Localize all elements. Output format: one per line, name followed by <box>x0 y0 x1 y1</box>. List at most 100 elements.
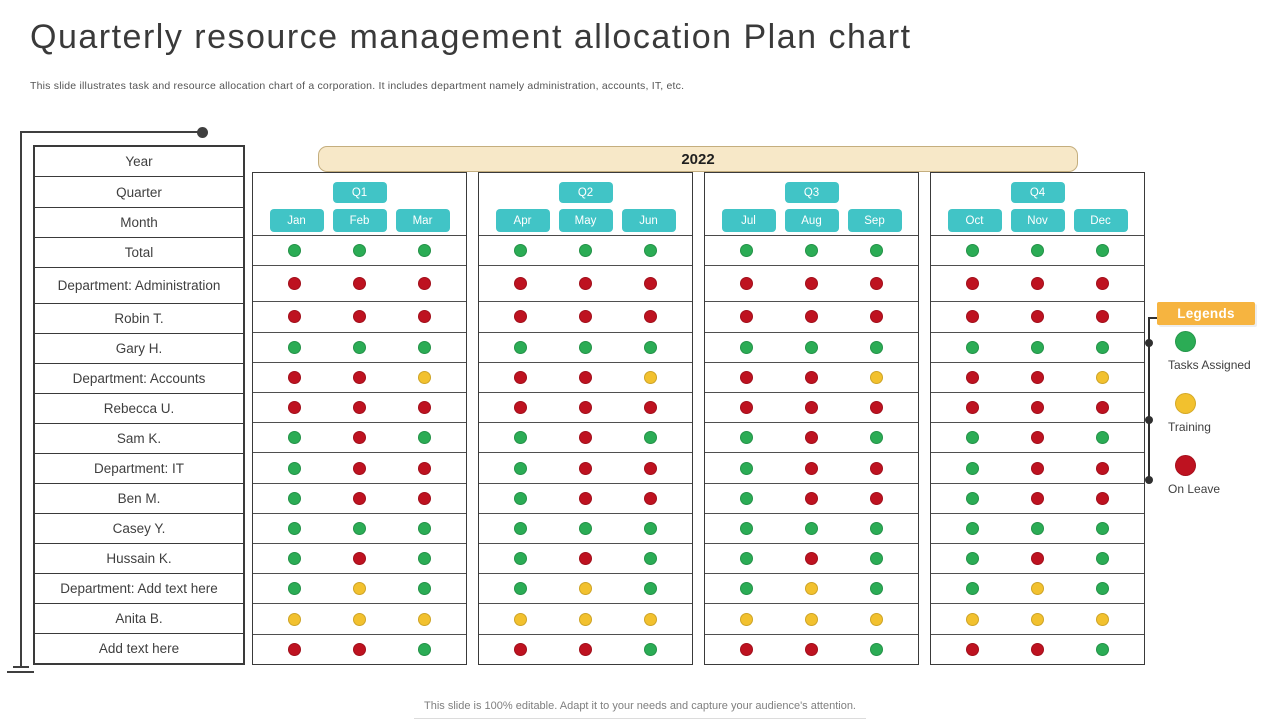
legend-item-label: On Leave <box>1168 482 1221 496</box>
status-cell <box>488 277 553 291</box>
status-cell <box>488 244 553 258</box>
legend-item: Training <box>1163 393 1258 435</box>
status-cell <box>779 401 844 415</box>
status-cell <box>553 521 618 535</box>
status-cell <box>553 310 618 324</box>
status-cell <box>1070 642 1135 656</box>
status-cell <box>392 521 457 535</box>
legend-item-label: Training <box>1168 420 1211 434</box>
row-label-header: Month <box>35 208 243 239</box>
status-dot-on-leave <box>353 310 366 324</box>
status-dot-on-leave <box>1096 461 1109 475</box>
quarter-table-q1: Q1 Jan Feb Mar <box>252 172 467 665</box>
status-dot-tasks-assigned <box>1096 552 1109 566</box>
status-cell <box>714 491 779 505</box>
status-cell <box>488 521 553 535</box>
status-cell <box>779 370 844 384</box>
legend-connector-dot <box>1145 339 1153 347</box>
status-dot-on-leave <box>418 310 431 324</box>
status-cell <box>327 277 392 291</box>
status-cell <box>844 461 909 475</box>
status-dot-tasks-assigned <box>740 461 753 475</box>
month-badge: Nov <box>1010 209 1065 232</box>
status-cell <box>392 244 457 258</box>
status-cell <box>940 244 1005 258</box>
status-cell <box>714 461 779 475</box>
status-cell <box>779 642 844 656</box>
status-cell <box>553 370 618 384</box>
status-row <box>253 363 466 393</box>
status-cell <box>488 552 553 566</box>
status-dot-tasks-assigned <box>418 642 431 656</box>
legend-item-label: Tasks Assigned <box>1168 358 1251 372</box>
status-dot-tasks-assigned <box>740 552 753 566</box>
status-row <box>253 544 466 575</box>
status-dot-tasks-assigned <box>644 552 657 566</box>
quarter-header: Q2 Apr May Jun <box>479 173 692 236</box>
status-cell <box>844 521 909 535</box>
status-dot-tasks-assigned <box>870 244 883 258</box>
status-dot-training <box>418 612 431 626</box>
status-dot-tasks-assigned <box>870 552 883 566</box>
status-dot-on-leave <box>514 370 527 384</box>
status-dot-tasks-assigned <box>353 244 366 258</box>
status-row <box>705 393 918 424</box>
status-cell <box>1070 552 1135 566</box>
status-row <box>705 363 918 393</box>
status-cell <box>618 612 683 626</box>
quarter-header: Q1 Jan Feb Mar <box>253 173 466 236</box>
status-row <box>479 514 692 545</box>
status-cell <box>262 491 327 505</box>
status-dot-on-leave <box>1031 277 1044 291</box>
status-row <box>479 484 692 514</box>
status-dot-tasks-assigned <box>1096 582 1109 596</box>
status-cell <box>1005 340 1070 354</box>
row-label: Department: Administration <box>35 268 243 304</box>
row-label: Department: IT <box>35 454 243 484</box>
status-cell <box>327 552 392 566</box>
legend-connector-vline <box>1148 318 1150 481</box>
year-label: 2022 <box>681 150 715 168</box>
status-cell <box>844 310 909 324</box>
status-dot-tasks-assigned <box>1096 431 1109 445</box>
status-dot-training <box>805 582 818 596</box>
status-dot-on-leave <box>514 310 527 324</box>
status-cell <box>714 370 779 384</box>
status-dot-tasks-assigned <box>740 491 753 505</box>
decor-ground-tick <box>7 671 34 673</box>
status-cell <box>779 244 844 258</box>
status-row <box>253 604 466 635</box>
status-dot-tasks-assigned <box>644 340 657 354</box>
status-cell <box>779 431 844 445</box>
status-cell <box>327 401 392 415</box>
status-cell <box>844 642 909 656</box>
status-dot-tasks-assigned <box>418 340 431 354</box>
status-cell <box>714 582 779 596</box>
status-dot-tasks-assigned <box>740 340 753 354</box>
status-dot-on-leave <box>644 401 657 415</box>
status-cell <box>262 340 327 354</box>
status-dot-on-leave <box>1031 491 1044 505</box>
legend-title-badge: Legends <box>1157 302 1255 325</box>
status-cell <box>844 244 909 258</box>
status-cell <box>618 370 683 384</box>
status-cell <box>553 244 618 258</box>
status-dot-tasks-assigned <box>1031 340 1044 354</box>
status-cell <box>1005 431 1070 445</box>
status-dot-on-leave <box>805 401 818 415</box>
status-cell <box>1005 244 1070 258</box>
quarter-body <box>253 236 466 664</box>
status-dot-on-leave <box>579 431 592 445</box>
status-dot-tasks-assigned <box>644 431 657 445</box>
status-dot-tasks-assigned <box>966 491 979 505</box>
status-cell <box>1005 642 1070 656</box>
status-dot-tasks-assigned <box>966 552 979 566</box>
status-row <box>931 453 1144 484</box>
status-dot-tasks-assigned <box>870 431 883 445</box>
status-dot-training <box>1031 612 1044 626</box>
status-dot-tasks-assigned <box>514 552 527 566</box>
status-dot-on-leave <box>1031 642 1044 656</box>
quarter-tables: Q1 Jan Feb Mar Q2 Apr May Jun Q3 Jul Aug Sep Q4 Oct No… <box>252 172 1145 665</box>
month-badge: Sep <box>847 209 902 232</box>
status-row <box>931 423 1144 454</box>
